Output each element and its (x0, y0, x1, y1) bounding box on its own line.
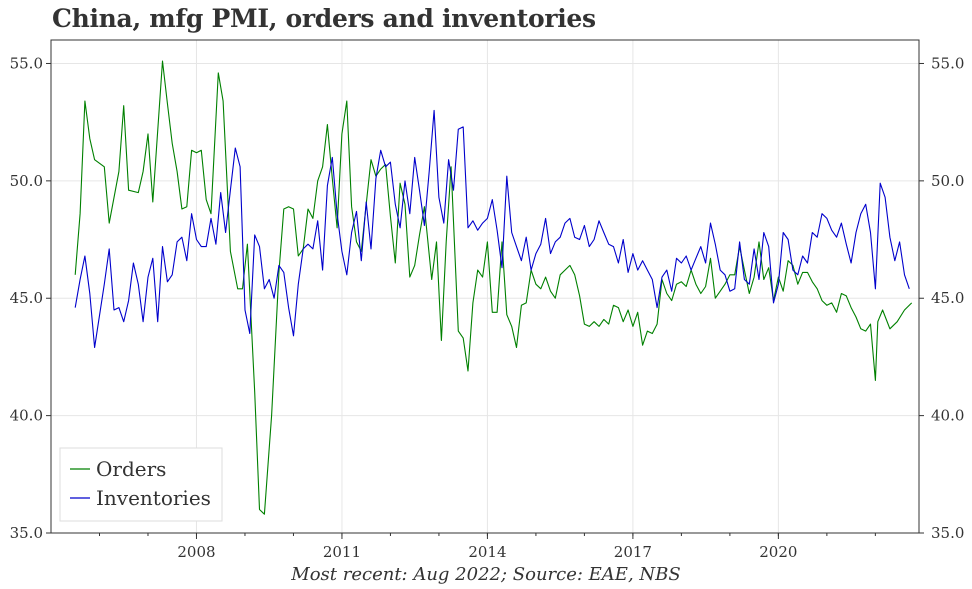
y-tick-label-left: 40.0 (10, 407, 43, 425)
series-line-inventories (74, 109, 910, 349)
x-tick-label: 2008 (177, 543, 215, 561)
y-tick-label-right: 40.0 (931, 407, 964, 425)
y-tick-label-left: 55.0 (10, 54, 43, 72)
x-tick-label: 2011 (323, 543, 361, 561)
y-tick-label-right: 35.0 (931, 524, 964, 542)
series-lines (74, 60, 913, 515)
legend: Orders Inventories (59, 447, 223, 522)
y-tick-label-left: 45.0 (10, 289, 43, 307)
x-tick-label: 2017 (614, 543, 652, 561)
axis-ticks: 35.0 35.0 40.0 40.0 45.0 45.0 50.0 50.0 55.0 55.0… (10, 54, 965, 561)
x-tick-label: 2014 (468, 543, 506, 561)
series-line-orders (74, 60, 913, 515)
plot-frame (50, 39, 920, 534)
y-tick-label-right: 50.0 (931, 172, 964, 190)
legend-label-orders: Orders (96, 457, 166, 481)
y-tick-label-left: 50.0 (10, 172, 43, 190)
x-tick-label: 2020 (759, 543, 797, 561)
y-tick-label-right: 45.0 (931, 289, 964, 307)
legend-label-inventories: Inventories (96, 486, 211, 510)
y-tick-label-left: 35.0 (10, 524, 43, 542)
chart-title: China, mfg PMI, orders and inventories (52, 4, 596, 33)
legend-box (59, 447, 223, 522)
chart-caption: Most recent: Aug 2022; Source: EAE, NBS (291, 564, 681, 585)
y-tick-label-right: 55.0 (931, 54, 964, 72)
